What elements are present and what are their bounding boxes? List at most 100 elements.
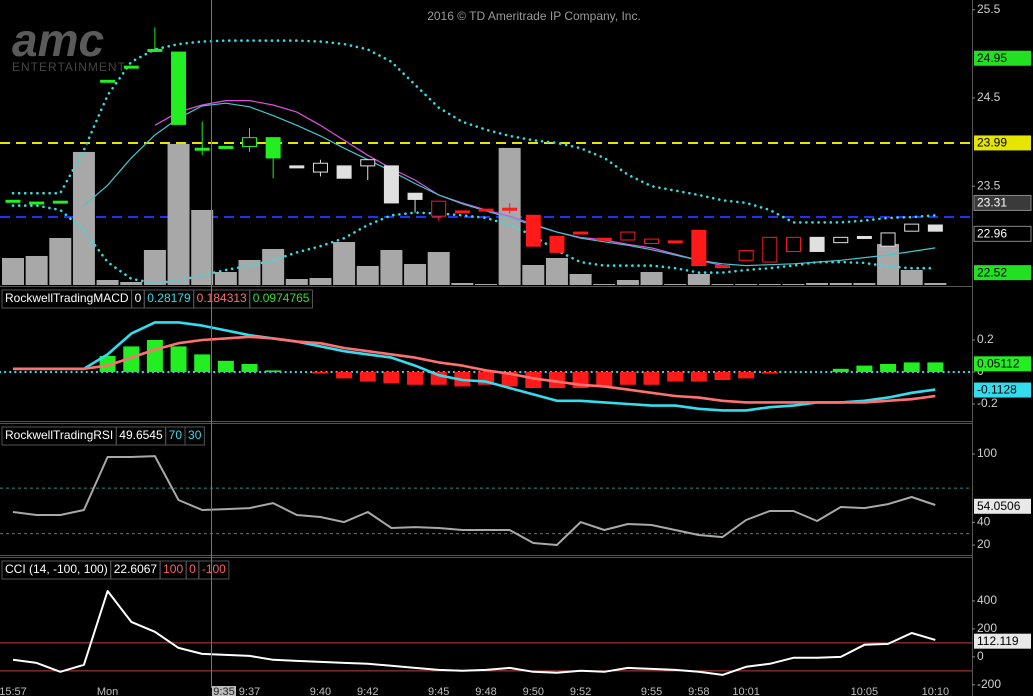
histogram-bar <box>312 372 329 374</box>
panel-readout: 22.6067 <box>114 562 158 576</box>
volume-bar <box>900 269 923 285</box>
value-bubble-label: 23.31 <box>977 196 1007 210</box>
value-bubble-label: 54.0506 <box>977 499 1021 513</box>
volume-bar <box>593 283 616 285</box>
histogram-bar <box>690 372 707 382</box>
x-tick-label: 9:58 <box>688 686 709 696</box>
volume-bar <box>333 241 356 285</box>
panel-readout: 0.0974765 <box>253 291 310 305</box>
candle-body <box>927 224 943 232</box>
value-bubble-label: 22.52 <box>977 265 1007 279</box>
volume-bar <box>853 282 876 285</box>
histogram-bar <box>738 372 755 379</box>
volume-bar <box>262 248 285 285</box>
candle-body <box>147 48 163 52</box>
volume-bar <box>711 283 734 285</box>
volume-bar <box>451 282 474 285</box>
panel-readout: CCI (14, -100, 100) <box>5 562 108 576</box>
candle-body <box>809 236 825 252</box>
candle-body <box>312 162 328 173</box>
volume-bar <box>569 273 592 285</box>
x-tick-label: 9:48 <box>475 686 496 696</box>
value-bubble-label: 23.99 <box>977 136 1007 150</box>
histogram-bar <box>548 372 565 388</box>
value-bubble-label: 0.05112 <box>977 356 1020 370</box>
overlay-line <box>83 102 936 267</box>
y-tick-label: 20 <box>977 537 991 551</box>
histogram-bar <box>761 372 778 374</box>
candle-body <box>715 265 730 269</box>
volume-bar <box>735 283 758 285</box>
panel-readout: RockwellTradingMACD <box>5 291 129 305</box>
candle-body <box>383 165 399 204</box>
volume-bar <box>404 263 427 285</box>
value-bubble <box>974 633 1031 649</box>
panel-readout: 0.28179 <box>147 291 191 305</box>
y-tick-label: 100 <box>977 446 997 460</box>
panel-readout: 100 <box>163 562 183 576</box>
volume-bar <box>285 278 308 285</box>
candle-body <box>573 231 589 235</box>
histogram-bar <box>880 364 897 372</box>
candle-body <box>289 165 305 169</box>
value-bubble-label: -0.1128 <box>977 383 1017 397</box>
candle-body <box>29 201 45 205</box>
x-tick-label: 10:01 <box>732 686 760 696</box>
overlay-line <box>11 204 937 285</box>
histogram-bar <box>194 354 211 372</box>
volume-bar <box>758 283 781 285</box>
series-line <box>12 455 936 546</box>
value-bubble <box>974 135 1031 151</box>
candle-body <box>52 200 68 204</box>
readout-cell <box>184 426 205 446</box>
histogram-bar <box>619 372 636 385</box>
histogram-bar <box>241 364 258 372</box>
volume-bar <box>475 283 497 285</box>
histogram-bar <box>383 372 400 384</box>
value-bubble-label: 112.119 <box>977 634 1019 648</box>
candle-body <box>525 214 541 247</box>
volume-bar <box>427 251 450 285</box>
candle-body <box>549 235 565 253</box>
histogram-bar <box>359 372 376 382</box>
cursor-label-box <box>212 686 236 696</box>
volume-bar <box>664 283 687 285</box>
volume-bar <box>143 249 166 285</box>
x-tick-label: 9:45 <box>428 686 449 696</box>
x-tick-label: 9:55 <box>641 686 662 696</box>
panel-readout: 49.6545 <box>119 428 163 442</box>
panel-readout: 0 <box>135 291 142 305</box>
value-bubble <box>974 50 1031 66</box>
histogram-bar <box>525 372 542 388</box>
candle-body <box>336 165 352 179</box>
value-bubble <box>973 194 1032 211</box>
candle-body <box>644 238 660 245</box>
histogram-bar <box>217 360 234 372</box>
value-bubble-label: 22.96 <box>977 226 1007 240</box>
panel-readout: 70 <box>169 428 183 442</box>
volume-bar <box>924 282 947 285</box>
y-tick-label: 400 <box>977 593 997 607</box>
cursor-label: 9:35 <box>213 686 234 696</box>
volume-bar <box>309 277 332 285</box>
histogram-bar <box>643 372 660 385</box>
volume-bar <box>782 283 805 285</box>
histogram-bar <box>336 372 353 379</box>
value-bubble <box>974 356 1031 372</box>
x-tick-label: 15:57 <box>0 686 27 696</box>
candle-body <box>667 240 683 244</box>
candle-body <box>738 250 754 261</box>
candle-body <box>194 147 210 151</box>
volume-bar <box>72 151 95 285</box>
series-line <box>13 321 936 412</box>
candle-body <box>502 207 518 211</box>
volume-bar <box>96 279 119 285</box>
series-line <box>13 335 936 404</box>
candle-body <box>762 236 778 263</box>
value-bubble <box>974 265 1031 281</box>
candle-body <box>218 145 234 149</box>
histogram-bar <box>927 362 944 372</box>
readout-cell <box>198 560 230 580</box>
